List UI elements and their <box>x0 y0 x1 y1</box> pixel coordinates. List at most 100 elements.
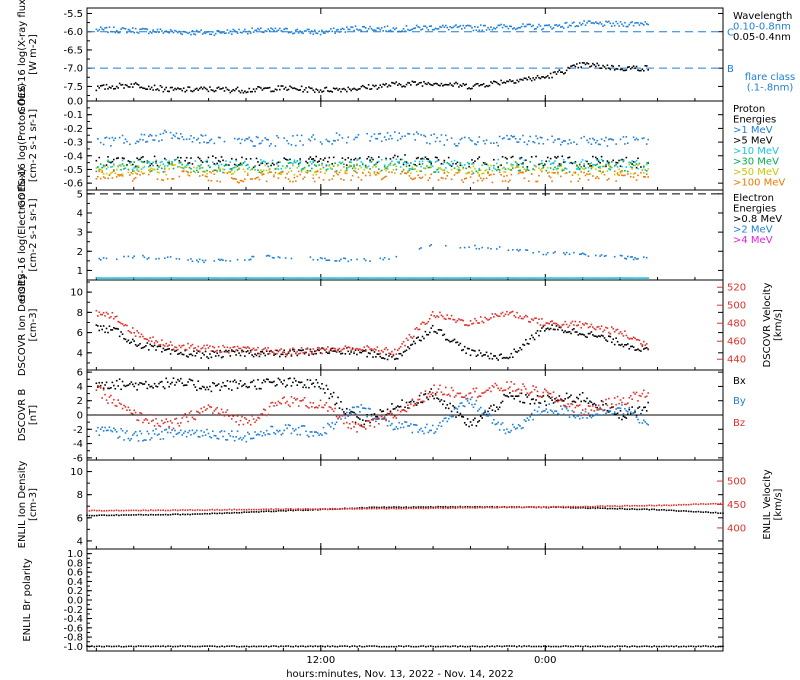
data-point <box>634 277 636 279</box>
data-point <box>228 387 230 390</box>
data-point <box>629 394 632 397</box>
data-point <box>507 313 510 316</box>
data-point <box>219 31 221 34</box>
data-point <box>497 408 500 411</box>
data-point <box>239 164 242 166</box>
data-point <box>421 430 424 433</box>
data-point <box>647 176 649 178</box>
data-point <box>472 322 475 325</box>
data-point <box>331 422 334 424</box>
data-point <box>511 167 514 169</box>
data-point <box>279 256 281 259</box>
data-point <box>129 383 131 385</box>
data-point <box>478 277 481 279</box>
data-point <box>134 82 137 84</box>
data-point <box>449 395 451 397</box>
data-point <box>606 340 609 343</box>
data-point <box>233 346 236 348</box>
data-point <box>207 90 210 93</box>
data-point <box>123 87 125 89</box>
data-point <box>568 156 571 159</box>
data-point <box>418 160 421 163</box>
data-point <box>444 177 447 180</box>
data-point <box>544 324 546 327</box>
data-point <box>188 138 191 140</box>
data-point <box>392 164 395 167</box>
data-point <box>322 32 325 34</box>
data-point <box>644 21 647 23</box>
data-point <box>554 166 556 169</box>
data-point <box>369 25 371 28</box>
data-point <box>389 134 392 137</box>
data-point <box>557 172 559 175</box>
data-point <box>252 355 255 358</box>
data-point <box>133 277 136 279</box>
data-point <box>327 388 329 391</box>
data-point <box>482 321 485 324</box>
data-point <box>490 164 492 167</box>
data-point <box>401 343 403 345</box>
data-point <box>424 174 427 176</box>
data-point <box>375 415 377 418</box>
data-point <box>297 349 300 351</box>
data-point <box>367 171 370 173</box>
data-point <box>155 88 157 91</box>
data-point <box>560 326 562 328</box>
data-point <box>163 170 166 173</box>
data-point <box>137 32 140 34</box>
data-point <box>430 173 433 176</box>
data-point <box>535 135 537 137</box>
data-point <box>146 387 149 390</box>
data-point <box>394 407 396 410</box>
data-point <box>388 413 390 415</box>
data-point <box>571 410 574 412</box>
data-point <box>465 394 467 397</box>
data-point <box>245 351 248 353</box>
data-point <box>488 387 491 389</box>
data-point <box>121 380 124 383</box>
data-point <box>532 140 534 143</box>
data-point <box>495 169 498 172</box>
data-point <box>153 155 156 158</box>
data-point <box>311 383 313 385</box>
data-point <box>270 143 272 145</box>
data-point <box>348 165 351 168</box>
data-point <box>484 411 486 413</box>
data-point <box>488 413 491 415</box>
data-point <box>133 166 136 169</box>
data-point <box>482 354 485 356</box>
data-point <box>204 32 207 35</box>
data-point <box>396 427 399 430</box>
data-point <box>341 352 344 355</box>
data-point <box>99 141 102 144</box>
data-point <box>273 257 275 259</box>
data-point <box>204 170 207 173</box>
data-point <box>316 259 319 261</box>
y2-tick-label: 460 <box>727 337 746 348</box>
data-point <box>101 277 103 279</box>
data-point <box>343 163 345 166</box>
data-point <box>551 171 553 174</box>
data-point <box>316 406 319 409</box>
data-point <box>152 387 154 389</box>
data-point <box>456 277 459 279</box>
data-point <box>443 317 446 320</box>
data-point <box>331 163 334 165</box>
data-point <box>632 164 635 167</box>
data-point <box>159 28 162 30</box>
data-point <box>612 277 615 279</box>
data-point <box>372 356 374 358</box>
data-point <box>184 384 186 386</box>
data-point <box>309 277 312 279</box>
data-point <box>405 337 408 340</box>
data-point <box>510 429 513 432</box>
data-point <box>621 401 623 404</box>
data-point <box>196 349 198 351</box>
data-point <box>348 422 351 425</box>
data-point <box>511 155 514 158</box>
data-point <box>386 166 389 169</box>
data-point <box>270 90 272 93</box>
data-point <box>340 400 342 403</box>
data-point <box>484 85 486 88</box>
data-point <box>196 166 198 169</box>
